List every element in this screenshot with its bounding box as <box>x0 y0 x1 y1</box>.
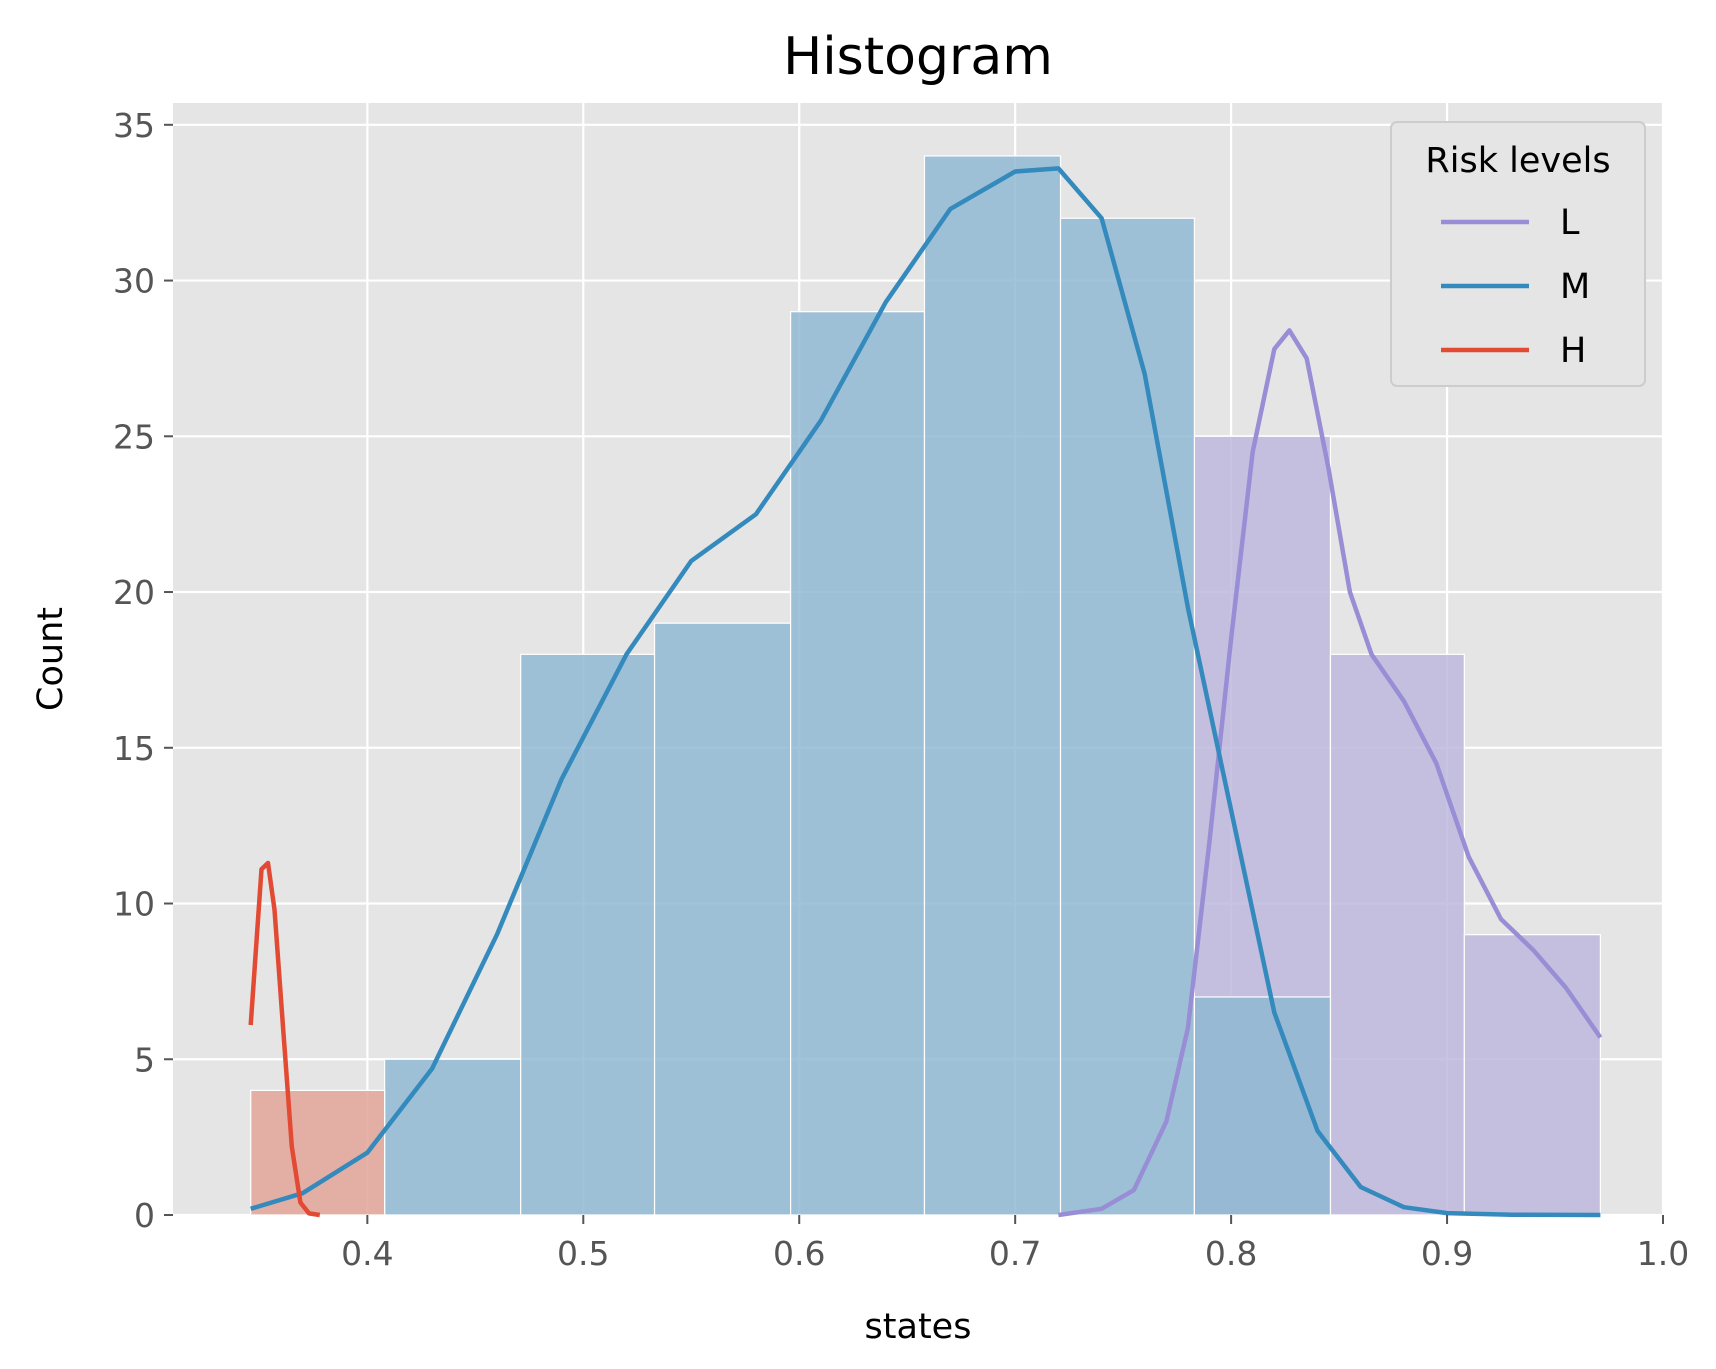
y-tick-label-4: 20 <box>113 573 155 612</box>
kde-line-M <box>250 166 1601 1218</box>
y-tick-label-3: 15 <box>113 729 155 768</box>
bar-H-0 <box>250 1089 386 1216</box>
bar-M-3 <box>653 622 792 1216</box>
legend: Risk levels LMH <box>1390 121 1646 387</box>
x-tick-label-1: 0.5 <box>557 1234 609 1273</box>
legend-title: Risk levels <box>1425 141 1610 181</box>
legend-entries: LMH <box>1441 203 1590 371</box>
x-axis-ticks: 0.4 0.5 0.6 0.7 0.8 0.9 1.0 <box>341 1215 1689 1273</box>
histogram-bars <box>250 155 1601 1216</box>
bar-M-4 <box>789 311 926 1216</box>
x-axis-label: states <box>865 1307 972 1347</box>
bar-M-6 <box>1059 217 1196 1216</box>
y-axis-label: Count <box>31 607 71 711</box>
bar-M-5 <box>923 155 1062 1216</box>
legend-box <box>1390 121 1646 387</box>
y-tick-label-5: 25 <box>113 417 155 456</box>
x-tick-label-5: 0.9 <box>1421 1234 1473 1273</box>
kde-line-H <box>248 860 321 1218</box>
x-tick-label-2: 0.6 <box>773 1234 825 1273</box>
bar-L-9 <box>1463 934 1601 1216</box>
y-tick-label-6: 30 <box>113 262 155 301</box>
legend-label-L: L <box>1560 203 1580 243</box>
y-tick-label-1: 5 <box>134 1040 155 1079</box>
bar-M-2 <box>520 653 656 1216</box>
x-tick-label-3: 0.7 <box>989 1234 1041 1273</box>
chart-title: Histogram <box>783 27 1053 87</box>
x-tick-label-6: 1.0 <box>1637 1234 1689 1273</box>
y-tick-label-0: 0 <box>134 1196 155 1235</box>
y-tick-label-2: 10 <box>113 885 155 924</box>
bar-L-8 <box>1329 653 1465 1216</box>
kde-line-L <box>1058 328 1603 1218</box>
x-tick-label-4: 0.8 <box>1205 1234 1257 1273</box>
y-axis-ticks: 0 5 10 15 20 25 30 35 <box>113 106 173 1235</box>
legend-label-H: H <box>1560 331 1586 371</box>
kde-curves <box>248 166 1603 1218</box>
bar-M-1 <box>384 1058 522 1216</box>
y-tick-label-7: 35 <box>113 106 155 145</box>
x-tick-label-0: 0.4 <box>341 1234 393 1273</box>
legend-label-M: M <box>1560 267 1590 307</box>
